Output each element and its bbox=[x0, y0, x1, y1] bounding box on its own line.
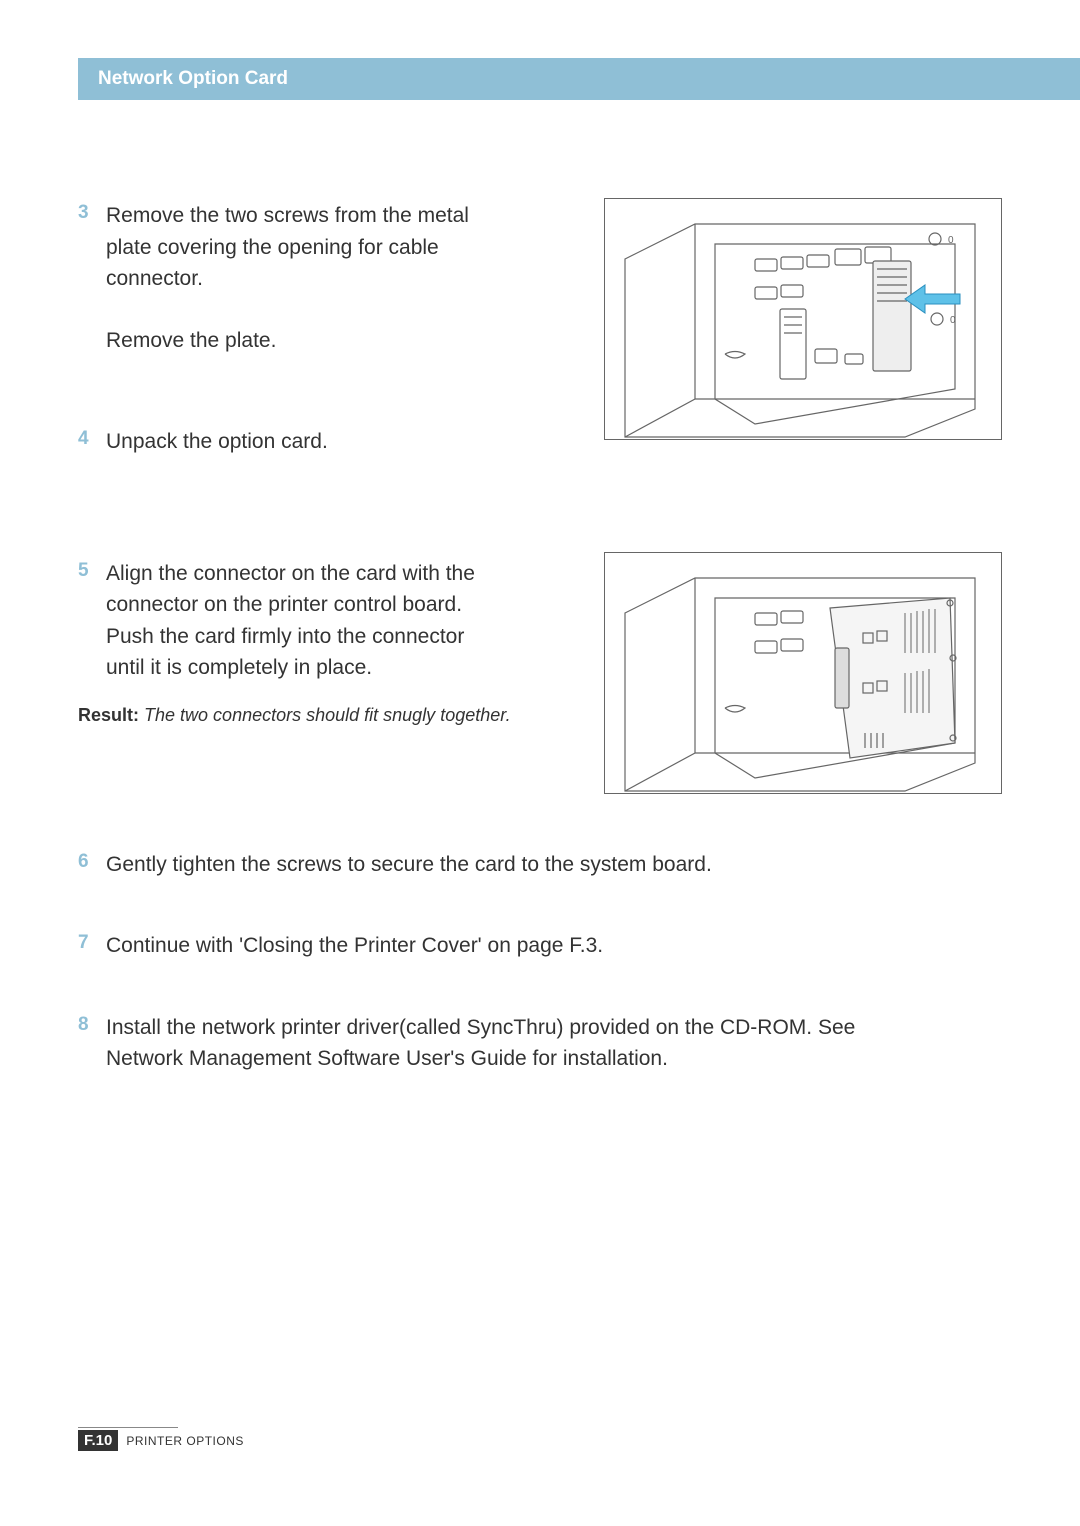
content-region: 3 Remove the two screws from the metal p… bbox=[78, 200, 1002, 1125]
step-3: 3 Remove the two screws from the metal p… bbox=[78, 200, 1002, 356]
page-prefix: F. bbox=[84, 1432, 96, 1449]
step-4: 4 Unpack the option card. bbox=[78, 426, 1002, 458]
step-number: 6 bbox=[78, 851, 89, 873]
page-footer: F.10 PRINTER OPTIONS bbox=[78, 1430, 244, 1451]
footer-section-text2: PTIONS bbox=[196, 1434, 244, 1448]
page-number: 10 bbox=[96, 1432, 113, 1449]
step-subtext: Remove the plate. bbox=[106, 325, 1002, 357]
section-header: Network Option Card bbox=[78, 58, 1080, 100]
step-number: 5 bbox=[78, 560, 89, 582]
result-line: Result: The two connectors should fit sn… bbox=[78, 702, 1002, 729]
step-8: 8 Install the network printer driver(cal… bbox=[78, 1012, 1002, 1075]
footer-rule bbox=[78, 1427, 178, 1428]
footer-section-text: RINTER bbox=[135, 1434, 187, 1448]
footer-section-name: PRINTER OPTIONS bbox=[126, 1434, 244, 1448]
step-number: 3 bbox=[78, 202, 89, 224]
section-title: Network Option Card bbox=[98, 68, 288, 90]
result-text: The two connectors should fit snugly tog… bbox=[144, 705, 511, 725]
step-6: 6 Gently tighten the screws to secure th… bbox=[78, 849, 1002, 881]
step-text: Unpack the option card. bbox=[106, 426, 486, 458]
step-5: 5 Align the connector on the card with t… bbox=[78, 558, 1002, 729]
step-text: Continue with 'Closing the Printer Cover… bbox=[106, 930, 906, 962]
step-text: Install the network printer driver(calle… bbox=[106, 1012, 906, 1075]
step-text: Remove the two screws from the metal pla… bbox=[106, 200, 486, 295]
result-label: Result: bbox=[78, 705, 139, 725]
step-text: Gently tighten the screws to secure the … bbox=[106, 849, 906, 881]
step-7: 7 Continue with 'Closing the Printer Cov… bbox=[78, 930, 1002, 962]
step-number: 7 bbox=[78, 932, 89, 954]
step-number: 8 bbox=[78, 1014, 89, 1036]
step-text: Align the connector on the card with the… bbox=[106, 558, 486, 684]
page-number-badge: F.10 bbox=[78, 1430, 118, 1451]
step-number: 4 bbox=[78, 428, 89, 450]
